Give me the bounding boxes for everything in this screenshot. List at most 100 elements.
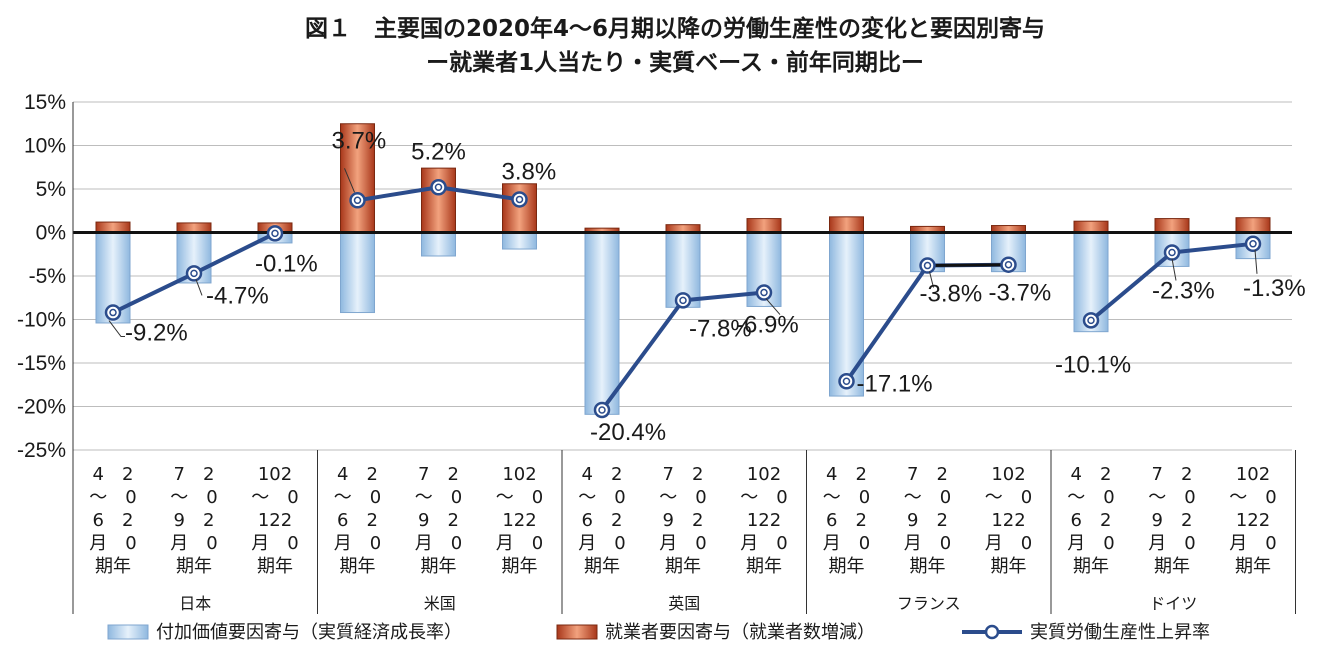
period-label: 6 2 [582,510,623,531]
legend-label-employment: 就業者要因寄与（就業者数増減） [605,622,875,643]
line-marker-outer [104,304,122,321]
bars [95,123,1271,415]
period-label: 月 0 [251,533,298,554]
bar-value-added [340,232,375,314]
period-label: 9 2 [418,510,459,531]
period-label: 6 2 [93,510,134,531]
group-label: フランス [897,594,961,613]
period-label: 122 [502,510,536,531]
line-segment [600,290,765,412]
line-marker-inner [679,296,687,305]
period-label: 7 2 [174,464,215,485]
period-label: 期年 [421,556,457,577]
chart-title: 図１ 主要国の2020年4〜6月期以降の労働生産性の変化と要因別寄与 [305,15,1045,42]
line-marker-inner [515,195,524,204]
data-label: -17.1% [857,370,933,397]
period-label: 期年 [910,556,946,577]
period-label: 月 0 [496,533,543,554]
period-label: 9 2 [1152,510,1193,531]
period-label: 期年 [665,556,701,577]
data-label: -20.4% [590,419,666,446]
y-tick-label: 0% [36,222,66,245]
bar-employment [829,216,864,233]
line-marker-inner [1004,260,1013,269]
bar-employment [746,218,782,234]
chart-subtitle: ー就業者1人当たり・実質ベース・前年同期比ー [426,49,924,76]
data-label: -6.9% [736,312,799,339]
bar-value-added [584,232,620,415]
period-label: 月 0 [89,533,136,554]
line-marker-inner [434,183,443,192]
group-label: 日本 [179,594,211,613]
period-label: 期年 [176,556,212,577]
period-label: 〜 0 [1148,487,1195,508]
bar-employment [502,183,537,233]
grid-lines [73,101,1292,451]
line-marker-outer [919,257,936,274]
period-label: 102 [1236,464,1270,485]
line-marker-outer [349,192,366,209]
y-tick-label: 10% [24,135,66,158]
y-axis-ticks: 15% 10% 5% 0% -5% -10% -15% -20% -25% [17,91,66,462]
legend: 付加価値要因寄与（実質経済成長率） 就業者要因寄与（就業者数増減） 実質労働生産性上… [107,622,1210,643]
y-tick-label: 5% [36,178,66,201]
line-marker-outer [1082,312,1100,329]
period-label: 9 2 [174,510,215,531]
bar-value-added [421,232,456,257]
period-label: 期年 [1073,556,1109,577]
line-marker-inner [760,288,768,297]
legend-label-productivity: 実質労働生産性上昇率 [1030,622,1210,643]
period-label: 期年 [584,556,620,577]
bar-value-added [176,232,212,284]
legend-marker [984,624,1000,640]
data-label: 3.7% [332,127,387,154]
period-label: 月 0 [1067,533,1114,554]
data-label: -3.7% [989,280,1052,307]
data-label: 3.8% [502,158,557,185]
period-label: 7 2 [907,464,948,485]
line-marker-inner [1249,240,1257,248]
period-label: 〜 0 [985,487,1032,508]
period-label: 〜 0 [496,487,543,508]
data-label: 5.2% [411,138,466,165]
line-marker-inner [190,269,198,278]
data-label: -9.2% [125,320,188,347]
bar-employment [95,221,131,233]
period-label: 〜 0 [823,487,870,508]
period-label: 期年 [1235,556,1271,577]
line-marker-inner [1168,248,1176,257]
line-segment-flat [927,263,1009,268]
bar-employment [1235,217,1271,234]
label-leader-line [344,168,355,193]
period-label: 4 2 [582,464,623,485]
line-marker-outer [838,373,855,390]
legend-swatch-employment [556,624,598,640]
line-marker-outer [1244,235,1262,253]
label-leader-line [765,298,781,315]
period-label: 4 2 [826,464,867,485]
period-label: 122 [1236,510,1270,531]
y-tick-label: -15% [17,352,66,375]
data-label: -1.3% [1243,275,1306,302]
data-label: -10.1% [1055,351,1131,378]
line-marker-outer [1000,256,1017,273]
line-marker-inner [842,377,851,386]
period-label: 月 0 [578,533,625,554]
line-marker-outer [430,179,447,196]
group-label: ドイツ [1149,594,1197,613]
period-label: 6 2 [826,510,867,531]
y-tick-label: -20% [17,396,66,419]
label-leader-line [1171,258,1177,281]
period-label: 期年 [257,556,293,577]
period-label: 4 2 [337,464,378,485]
period-label: 9 2 [663,510,704,531]
period-label: 4 2 [1071,464,1112,485]
y-tick-label: -10% [17,309,66,332]
period-label: 7 2 [1152,464,1193,485]
period-label: 〜 0 [251,487,298,508]
period-label: 期年 [829,556,865,577]
period-label: 6 2 [1071,510,1112,531]
data-label: -0.1% [255,250,318,277]
period-label: 〜 0 [578,487,625,508]
